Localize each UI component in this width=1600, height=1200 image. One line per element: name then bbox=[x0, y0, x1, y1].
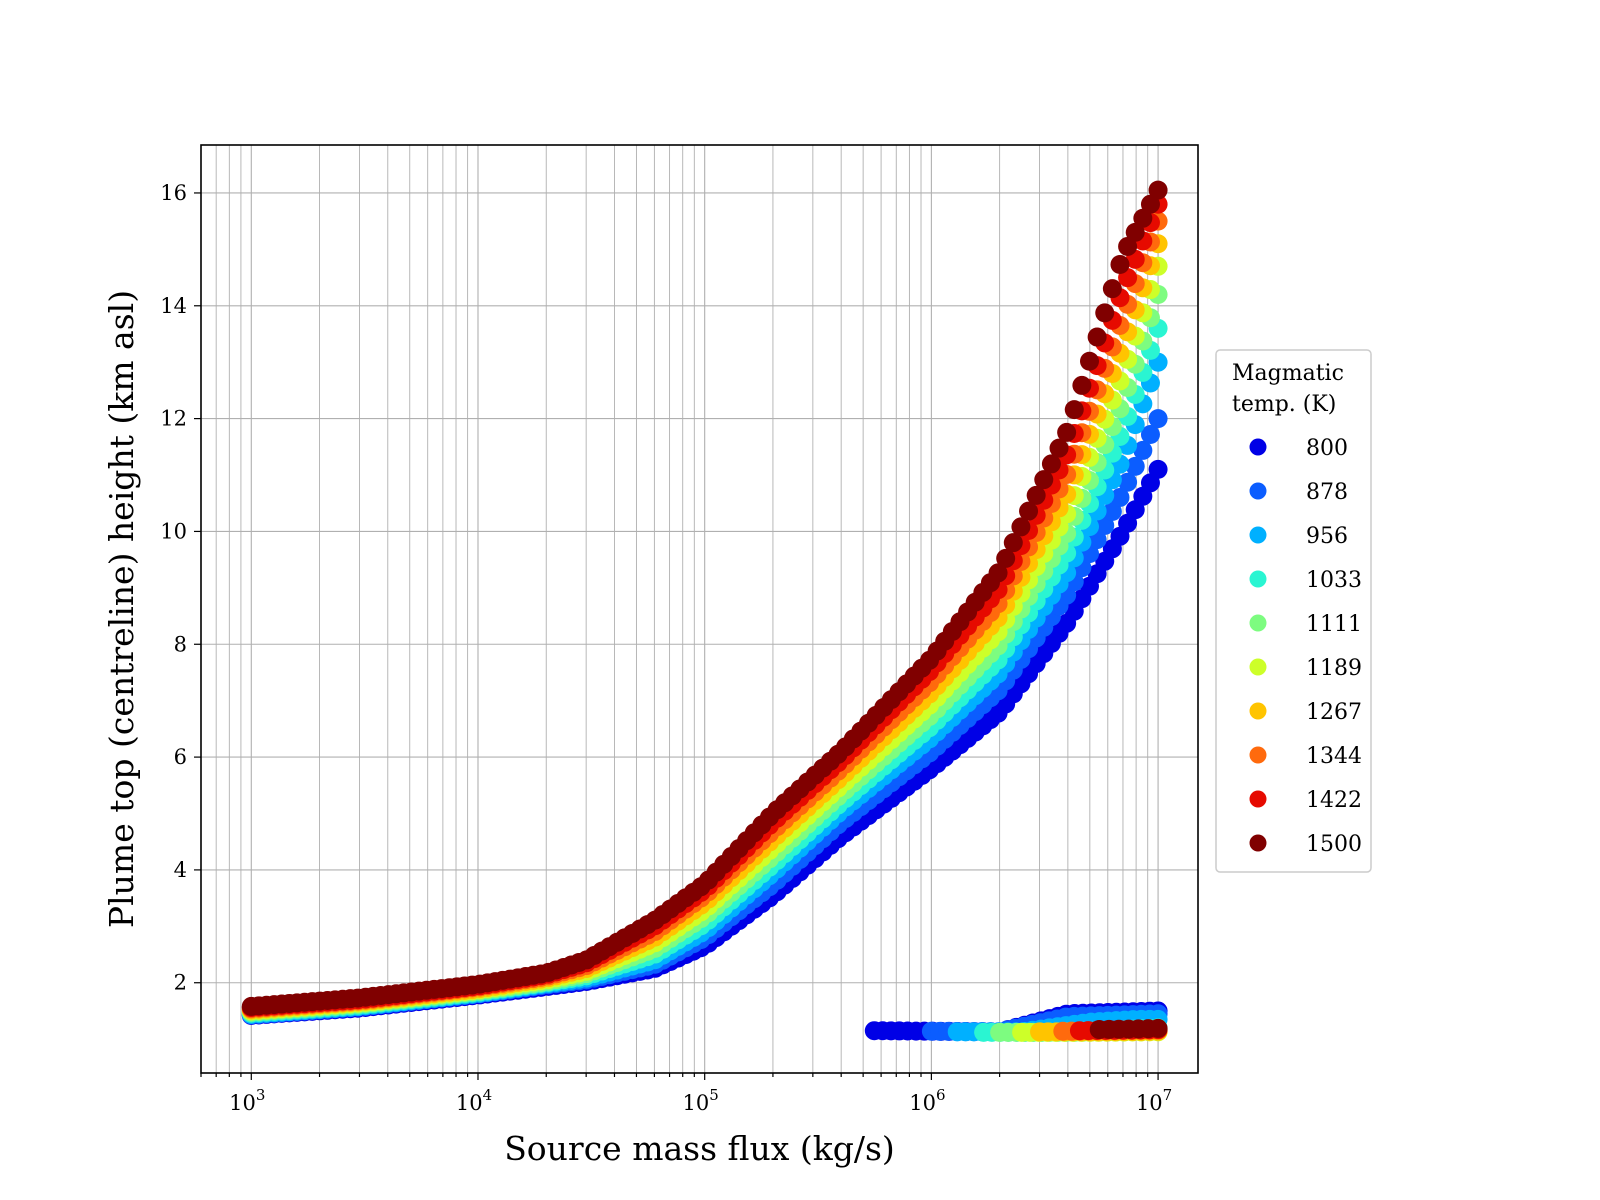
data-point bbox=[1125, 456, 1145, 476]
y-tick-label: 14 bbox=[160, 294, 187, 318]
y-tick-label: 10 bbox=[160, 519, 187, 543]
series-1500 bbox=[241, 180, 1168, 1016]
data-point bbox=[1034, 470, 1054, 490]
legend-label: 1344 bbox=[1306, 744, 1362, 769]
legend-title: Magmatic bbox=[1232, 361, 1344, 386]
y-tick-label: 8 bbox=[174, 632, 187, 656]
y-tick-label: 2 bbox=[174, 971, 187, 995]
data-point bbox=[1072, 375, 1092, 395]
data-point bbox=[1140, 194, 1160, 214]
data-point bbox=[1041, 454, 1061, 474]
legend-label: 800 bbox=[1306, 436, 1348, 461]
data-point bbox=[1057, 422, 1077, 442]
data-point bbox=[988, 563, 1008, 583]
x-tick-label: 104 bbox=[456, 1086, 492, 1115]
data-point bbox=[1148, 409, 1168, 429]
legend-label: 1422 bbox=[1306, 788, 1362, 813]
ticks: 103 104 105 106 107 2 4 6 8 10 12 14 16 bbox=[160, 181, 1172, 1115]
data-point bbox=[1102, 501, 1122, 521]
legend-label: 1267 bbox=[1306, 700, 1362, 725]
data-point bbox=[1118, 236, 1138, 256]
legend-label: 878 bbox=[1306, 480, 1348, 505]
legend-marker bbox=[1249, 702, 1267, 720]
legend-marker bbox=[1249, 526, 1267, 544]
plot-area bbox=[241, 180, 1168, 1042]
data-point bbox=[1118, 472, 1138, 492]
x-tick-label: 103 bbox=[229, 1086, 265, 1115]
legend-label: 1189 bbox=[1306, 656, 1362, 681]
data-point bbox=[1003, 533, 1023, 553]
data-point bbox=[1049, 438, 1069, 458]
data-point bbox=[1095, 516, 1115, 536]
legend-marker bbox=[1249, 614, 1267, 632]
legend-box bbox=[1215, 349, 1372, 873]
x-tick-label: 107 bbox=[1136, 1086, 1172, 1115]
data-point bbox=[1026, 485, 1046, 505]
data-point bbox=[1148, 180, 1168, 200]
y-tick-label: 4 bbox=[174, 858, 187, 882]
data-point bbox=[1102, 279, 1122, 299]
legend-marker bbox=[1249, 570, 1267, 588]
legend-marker bbox=[1249, 746, 1267, 764]
legend-marker bbox=[1249, 834, 1267, 852]
data-point bbox=[1140, 425, 1160, 445]
data-point bbox=[1064, 400, 1084, 420]
data-point bbox=[1095, 303, 1115, 323]
legend-title: temp. (K) bbox=[1232, 392, 1336, 417]
data-point bbox=[1011, 517, 1031, 537]
data-point bbox=[1125, 222, 1145, 242]
y-tick-label: 12 bbox=[160, 407, 187, 431]
y-axis-title: Plume top (centreline) height (km asl) bbox=[102, 290, 141, 928]
x-tick-label: 105 bbox=[683, 1086, 719, 1115]
axes-frame bbox=[200, 144, 1199, 1074]
low-branch-1500 bbox=[1089, 1018, 1168, 1040]
data-point bbox=[1019, 501, 1039, 521]
x-axis-title: Source mass flux (kg/s) bbox=[504, 1129, 895, 1168]
y-tick-label: 16 bbox=[160, 181, 187, 205]
data-point bbox=[1133, 440, 1153, 460]
data-point bbox=[1110, 487, 1130, 507]
data-point bbox=[1110, 254, 1130, 274]
legend-marker bbox=[1249, 482, 1267, 500]
legend-label: 1111 bbox=[1306, 612, 1362, 637]
legend-marker bbox=[1249, 438, 1267, 456]
legend-marker bbox=[1249, 658, 1267, 676]
data-point bbox=[996, 548, 1016, 568]
data-point-low bbox=[1148, 1018, 1168, 1038]
data-point bbox=[1087, 327, 1107, 347]
data-point bbox=[1148, 459, 1168, 479]
y-tick-label: 6 bbox=[174, 745, 187, 769]
data-point bbox=[1080, 351, 1099, 371]
legend-label: 1033 bbox=[1306, 568, 1362, 593]
x-tick-label: 106 bbox=[909, 1086, 945, 1115]
legend-label: 1500 bbox=[1306, 832, 1362, 857]
legend-label: 956 bbox=[1306, 524, 1348, 549]
legend-marker bbox=[1249, 790, 1267, 808]
data-point bbox=[1133, 208, 1153, 228]
legend: Magmatic temp. (K) 800 878 956 1033 1111 1189 12… bbox=[1215, 349, 1372, 873]
